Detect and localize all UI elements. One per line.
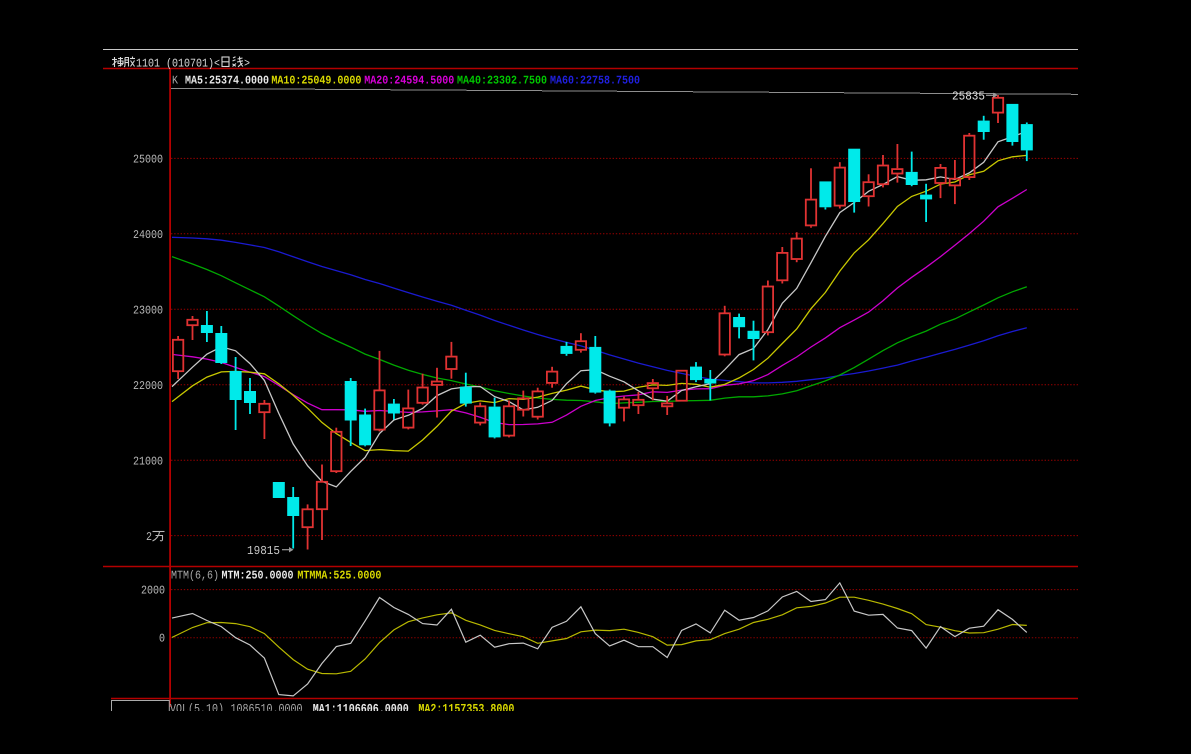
svg-text:19815: 19815 [247, 545, 280, 558]
svg-text:25000: 25000 [133, 154, 163, 167]
svg-text:K: K [172, 75, 178, 88]
svg-text:1086510.0000: 1086510.0000 [231, 703, 303, 717]
svg-text:25835: 25835 [952, 91, 985, 104]
svg-text:1101 (010701): 1101 (010701) [136, 57, 214, 71]
svg-text:2000: 2000 [141, 585, 165, 598]
svg-text:MA60:22758.7500: MA60:22758.7500 [550, 75, 640, 88]
svg-text:MA5:25374.0000: MA5:25374.0000 [185, 75, 269, 88]
svg-text:22000: 22000 [133, 381, 163, 394]
svg-text:2: 2 [146, 532, 152, 545]
svg-text:21000: 21000 [133, 456, 163, 469]
svg-text:24000: 24000 [133, 230, 163, 243]
svg-text:MA1:1106606.0000: MA1:1106606.0000 [313, 703, 409, 717]
svg-text:MTM:250.0000: MTM:250.0000 [222, 570, 294, 583]
svg-text:MA10:25049.0000: MA10:25049.0000 [271, 75, 361, 88]
svg-text:>: > [244, 58, 250, 71]
svg-text:0: 0 [159, 633, 165, 646]
svg-text:MA20:24594.5000: MA20:24594.5000 [364, 75, 454, 88]
svg-text:<: < [214, 58, 220, 71]
svg-text:MA2:1157353.8000: MA2:1157353.8000 [418, 703, 514, 717]
svg-text:VOL(5,10): VOL(5,10) [170, 702, 224, 718]
svg-text:23000: 23000 [133, 305, 163, 318]
svg-text:MA40:23302.7500: MA40:23302.7500 [457, 75, 547, 88]
svg-text:MTMMA:525.0000: MTMMA:525.0000 [297, 570, 381, 583]
svg-text:MTM(6,6): MTM(6,6) [171, 569, 219, 583]
